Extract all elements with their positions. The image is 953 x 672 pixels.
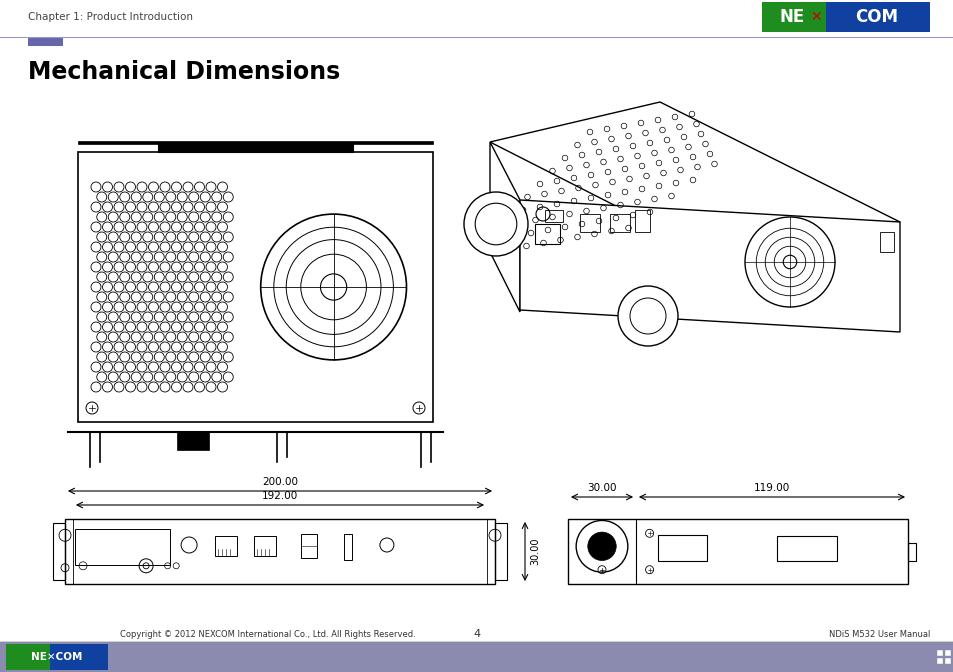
- Circle shape: [463, 192, 527, 256]
- Circle shape: [618, 286, 678, 346]
- Text: NDiS M532 User Manual: NDiS M532 User Manual: [828, 630, 929, 639]
- Bar: [343, 534, 352, 560]
- Text: ✕: ✕: [809, 10, 821, 24]
- Bar: [214, 536, 236, 556]
- Bar: [907, 543, 915, 561]
- Text: Chapter 1: Product Introduction: Chapter 1: Product Introduction: [28, 12, 193, 22]
- Bar: [936, 658, 942, 664]
- Bar: [936, 650, 942, 656]
- Text: 119.00: 119.00: [753, 483, 789, 493]
- Text: 30.00: 30.00: [530, 538, 539, 565]
- Bar: [635, 210, 649, 232]
- Polygon shape: [490, 102, 899, 264]
- Bar: [761, 2, 825, 32]
- Bar: [78, 152, 433, 422]
- Bar: [535, 224, 559, 244]
- Circle shape: [587, 532, 616, 560]
- Text: 200.00: 200.00: [262, 477, 297, 487]
- Bar: [544, 210, 562, 222]
- Bar: [944, 658, 950, 664]
- Text: 192.00: 192.00: [262, 491, 297, 501]
- Text: NE: NE: [779, 8, 804, 26]
- Text: 4: 4: [473, 629, 480, 639]
- Bar: [495, 523, 506, 580]
- Text: COM: COM: [854, 8, 897, 26]
- Bar: [157, 144, 353, 152]
- Bar: [944, 650, 950, 656]
- Bar: [253, 536, 275, 556]
- Text: Mechanical Dimensions: Mechanical Dimensions: [28, 60, 340, 84]
- Bar: [6, 644, 50, 670]
- Bar: [53, 523, 65, 580]
- Bar: [777, 536, 837, 560]
- Bar: [579, 214, 599, 232]
- Bar: [879, 232, 893, 252]
- Bar: [657, 536, 706, 561]
- Bar: [50, 644, 108, 670]
- Bar: [300, 534, 316, 558]
- Bar: [609, 214, 629, 232]
- Text: 30.00: 30.00: [587, 483, 616, 493]
- Bar: [567, 519, 907, 584]
- Bar: [28, 38, 63, 46]
- Text: Copyright © 2012 NEXCOM International Co., Ltd. All Rights Reserved.: Copyright © 2012 NEXCOM International Co…: [120, 630, 416, 639]
- Bar: [0, 642, 953, 672]
- Bar: [65, 519, 495, 584]
- Polygon shape: [519, 200, 899, 332]
- Bar: [177, 432, 209, 450]
- Bar: [75, 529, 170, 564]
- Polygon shape: [490, 142, 519, 312]
- Bar: [78, 141, 433, 144]
- Text: NE✕COM: NE✕COM: [31, 652, 83, 662]
- Bar: [825, 2, 929, 32]
